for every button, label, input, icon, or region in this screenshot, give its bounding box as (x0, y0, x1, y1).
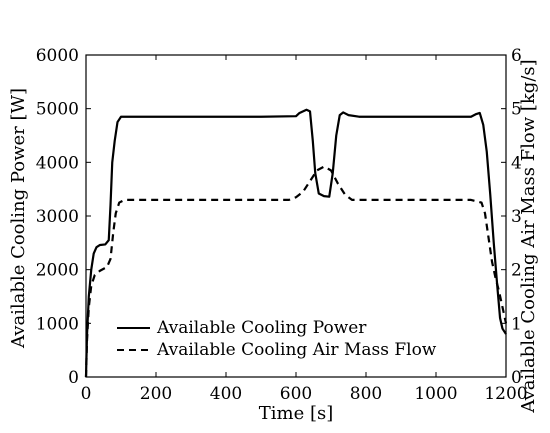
y-right-tick-label: 2 (511, 261, 522, 281)
y-left-tick-label: 5000 (36, 100, 79, 120)
x-tick-label: 0 (81, 384, 92, 404)
y-left-tick-label: 0 (68, 368, 79, 388)
y-right-tick-label: 6 (511, 46, 522, 66)
x-axis-title: Time [s] (259, 403, 334, 424)
x-tick-label: 800 (350, 384, 382, 404)
y-left-tick-label: 1000 (36, 314, 79, 334)
y-right-tick-label: 5 (511, 100, 522, 120)
legend: Available Cooling Power Available Coolin… (117, 318, 437, 360)
series-layer (84, 108, 508, 378)
y-right-tick-label: 1 (511, 314, 522, 334)
y-axis-left-title: Available Cooling Power [W] (8, 88, 29, 349)
x-tick-label: 1200 (484, 384, 527, 404)
y-right-tick-label: 0 (511, 368, 522, 388)
x-tick-label: 400 (210, 384, 242, 404)
x-tick-label: 600 (280, 384, 312, 404)
y-left-tick-label: 4000 (36, 153, 79, 173)
y-left-tick-label: 2000 (36, 261, 79, 281)
legend-label-power: Available Cooling Power (156, 318, 367, 338)
series-line-cooling-power (84, 108, 507, 378)
y-right-tick-label: 4 (511, 153, 522, 173)
y-axis-right-title: Available Cooling Air Mass Flow [kg/s] (518, 59, 539, 413)
x-tick-label: 1000 (414, 384, 457, 404)
y-left-tick-label: 6000 (36, 46, 79, 66)
legend-label-mass-flow: Available Cooling Air Mass Flow (156, 340, 437, 360)
x-tick-label: 200 (140, 384, 172, 404)
y-right-tick-label: 3 (511, 207, 522, 227)
series-line-air-mass-flow (84, 165, 508, 378)
tick-layer: 0 200 400 600 800 1000 12000100020003000400050… (36, 46, 528, 404)
y-left-tick-label: 3000 (36, 207, 79, 227)
